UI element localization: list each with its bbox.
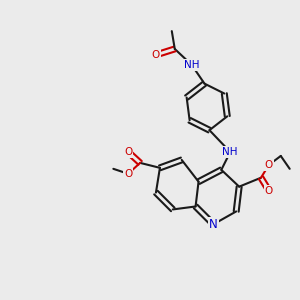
Text: NH: NH xyxy=(223,147,238,157)
Text: O: O xyxy=(124,147,132,157)
Text: O: O xyxy=(124,169,132,179)
Text: O: O xyxy=(265,186,273,196)
Text: NH: NH xyxy=(184,60,200,70)
Text: N: N xyxy=(209,218,218,231)
Text: O: O xyxy=(265,160,273,170)
Text: O: O xyxy=(152,50,160,60)
